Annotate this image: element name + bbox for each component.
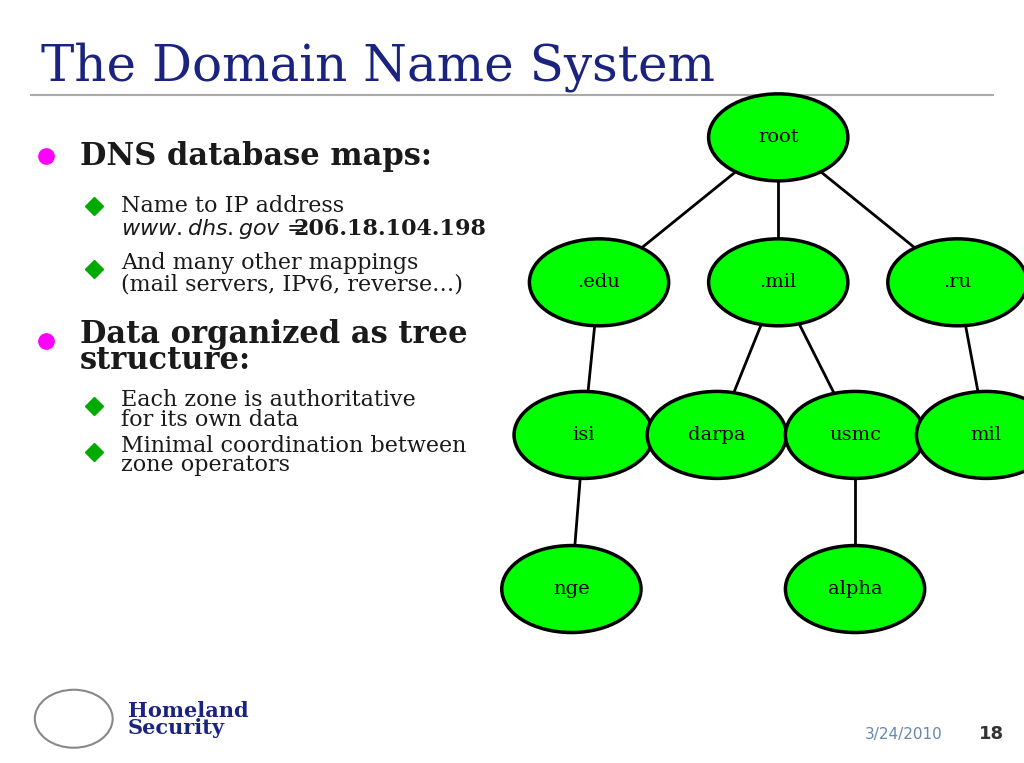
Text: mil: mil [971, 426, 1001, 444]
Text: Each zone is authoritative: Each zone is authoritative [121, 389, 416, 410]
Text: 18: 18 [979, 725, 1004, 743]
Text: usmc: usmc [829, 426, 881, 444]
Text: Homeland: Homeland [128, 701, 249, 721]
Text: .mil: .mil [760, 273, 797, 291]
Ellipse shape [916, 391, 1024, 478]
Text: isi: isi [572, 426, 595, 444]
Text: .ru: .ru [943, 273, 972, 291]
Text: Name to IP address: Name to IP address [121, 195, 344, 217]
Text: darpa: darpa [688, 426, 745, 444]
Ellipse shape [785, 546, 925, 633]
Ellipse shape [647, 391, 786, 478]
Text: And many other mappings: And many other mappings [121, 253, 418, 274]
Text: Security: Security [128, 718, 225, 738]
Text: .edu: .edu [578, 273, 621, 291]
Text: Data organized as tree: Data organized as tree [80, 319, 468, 349]
Ellipse shape [785, 391, 925, 478]
Ellipse shape [709, 239, 848, 326]
Ellipse shape [529, 239, 669, 326]
Text: structure:: structure: [80, 346, 251, 376]
Text: nge: nge [553, 580, 590, 598]
Text: alpha: alpha [827, 580, 883, 598]
Text: (mail servers, IPv6, reverse…): (mail servers, IPv6, reverse…) [121, 274, 463, 295]
Text: $\it{www.dhs.gov}$ =: $\it{www.dhs.gov}$ = [121, 217, 306, 241]
Text: The Domain Name System: The Domain Name System [41, 42, 715, 92]
Text: 206.18.104.198: 206.18.104.198 [294, 218, 486, 240]
Text: root: root [758, 128, 799, 146]
Text: DNS database maps:: DNS database maps: [80, 141, 432, 172]
Ellipse shape [709, 94, 848, 181]
Text: for its own data: for its own data [121, 409, 298, 430]
Ellipse shape [888, 239, 1024, 326]
Ellipse shape [514, 391, 653, 478]
Ellipse shape [502, 546, 641, 633]
Text: Minimal coordination between: Minimal coordination between [121, 435, 466, 456]
Text: 3/24/2010: 3/24/2010 [865, 726, 943, 742]
Text: zone operators: zone operators [121, 455, 290, 476]
